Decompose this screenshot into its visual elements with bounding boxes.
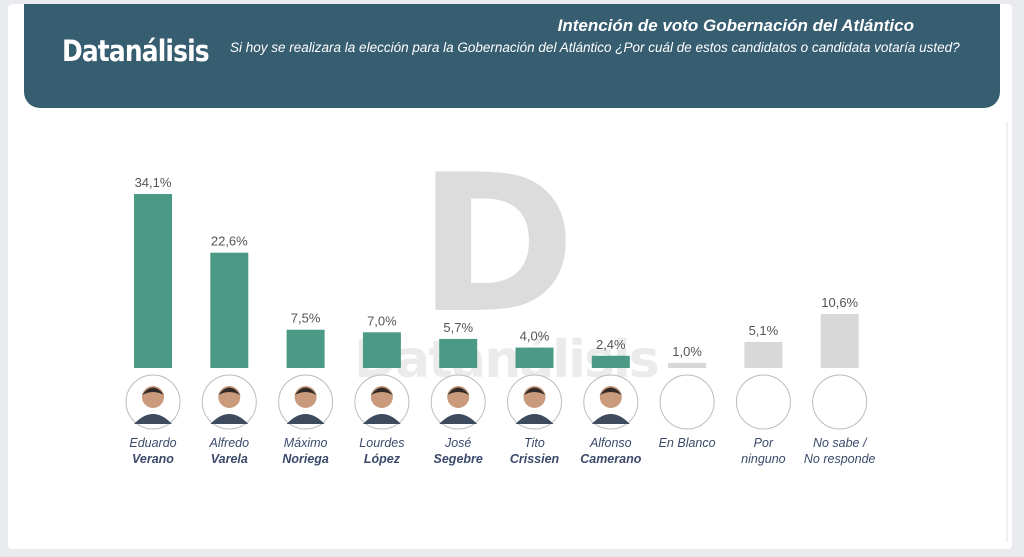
candidate-photo-icon	[362, 386, 401, 424]
category-label-second: Crissien	[510, 452, 560, 466]
category-label-first: Máximo	[284, 436, 328, 450]
candidate-photo-icon	[439, 386, 478, 424]
category-label-second: Varela	[211, 452, 248, 466]
data-label: 22,6%	[211, 234, 248, 249]
data-label: 2,4%	[596, 337, 626, 352]
empty-photo-circle	[735, 374, 791, 430]
candidate-photo-icon	[134, 386, 172, 424]
category-label-second: ninguno	[741, 452, 786, 466]
empty-photo-circle	[659, 374, 715, 430]
data-label: 5,7%	[443, 320, 473, 335]
chart-title: Intención de voto Gobernación del Atlánt…	[557, 16, 914, 35]
candidate-photo-icon	[591, 386, 630, 424]
survey-question: Si hoy se realizara la elección para la …	[230, 40, 960, 55]
bar	[668, 362, 707, 368]
data-label: 5,1%	[749, 323, 779, 338]
category-label-first: No sabe /	[813, 436, 868, 450]
bar	[820, 313, 859, 368]
data-label: 7,5%	[291, 311, 321, 326]
candidate-photo-icon	[286, 386, 325, 424]
category-label-first: Tito	[524, 436, 545, 450]
bar	[286, 329, 325, 368]
category-label-first: José	[444, 436, 471, 450]
bar	[439, 338, 478, 368]
datanalisis-logo: Datanálisis	[62, 34, 210, 68]
category-label-second: Segebre	[434, 452, 483, 466]
bar	[134, 194, 172, 368]
data-label: 7,0%	[367, 313, 397, 328]
category-label-first: Eduardo	[129, 436, 176, 450]
data-label: 4,0%	[520, 329, 550, 344]
category-label-first: En Blanco	[659, 436, 716, 450]
category-label-first: Lourdes	[359, 436, 404, 450]
category-label-first: Alfonso	[589, 436, 632, 450]
candidate-photo-icon	[210, 386, 249, 424]
category-label-first: Por	[754, 436, 774, 450]
divider	[1006, 122, 1008, 542]
category-label-second: Camerano	[580, 452, 641, 466]
header-banner: Datanálisis Intención de voto Gobernació…	[24, 4, 1000, 108]
category-label-second: No responde	[804, 452, 876, 466]
data-label: 10,6%	[821, 295, 858, 310]
watermark-logo-letter: D	[418, 134, 576, 355]
category-label-second: Noriega	[282, 452, 329, 466]
bar	[744, 341, 783, 368]
bar	[362, 332, 401, 368]
data-label: 34,1%	[135, 175, 172, 190]
data-label: 1,0%	[672, 344, 702, 359]
candidate-photo-icon	[515, 386, 554, 424]
bar	[591, 355, 630, 368]
category-label-second: López	[364, 452, 401, 466]
category-label-second: Verano	[132, 452, 174, 466]
category-label-first: Alfredo	[208, 436, 249, 450]
bar	[515, 347, 554, 368]
bar	[210, 252, 249, 368]
bar-chart: 34,1% Eduardo Verano 22,6% Alfredo Varela 7,5%…	[125, 175, 876, 466]
empty-photo-circle	[812, 374, 868, 430]
slide: Datanálisis Intención de voto Gobernació…	[8, 4, 1012, 549]
